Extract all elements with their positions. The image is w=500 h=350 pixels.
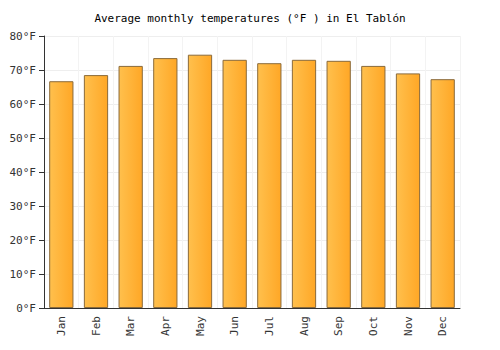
svg-text:Sep: Sep	[332, 316, 345, 336]
svg-text:70°F: 70°F	[10, 64, 37, 77]
svg-text:Dec: Dec	[436, 316, 449, 336]
svg-text:30°F: 30°F	[10, 200, 37, 213]
svg-text:20°F: 20°F	[10, 234, 37, 247]
svg-text:0°F: 0°F	[16, 302, 36, 315]
svg-text:Jul: Jul	[263, 316, 276, 336]
svg-text:80°F: 80°F	[10, 30, 37, 43]
svg-text:Oct: Oct	[367, 316, 380, 336]
svg-text:Aug: Aug	[298, 316, 311, 336]
svg-text:10°F: 10°F	[10, 268, 37, 281]
svg-text:Apr: Apr	[159, 316, 172, 336]
svg-text:Feb: Feb	[90, 316, 103, 336]
svg-text:Nov: Nov	[402, 316, 415, 336]
svg-text:Jan: Jan	[55, 316, 68, 336]
svg-text:60°F: 60°F	[10, 98, 37, 111]
svg-text:May: May	[194, 316, 207, 336]
svg-text:Mar: Mar	[124, 316, 137, 336]
svg-text:50°F: 50°F	[10, 132, 37, 145]
svg-text:Average monthly temperatures (: Average monthly temperatures (°F ) in El…	[94, 12, 405, 25]
svg-text:40°F: 40°F	[10, 166, 37, 179]
svg-text:Jun: Jun	[228, 316, 241, 336]
